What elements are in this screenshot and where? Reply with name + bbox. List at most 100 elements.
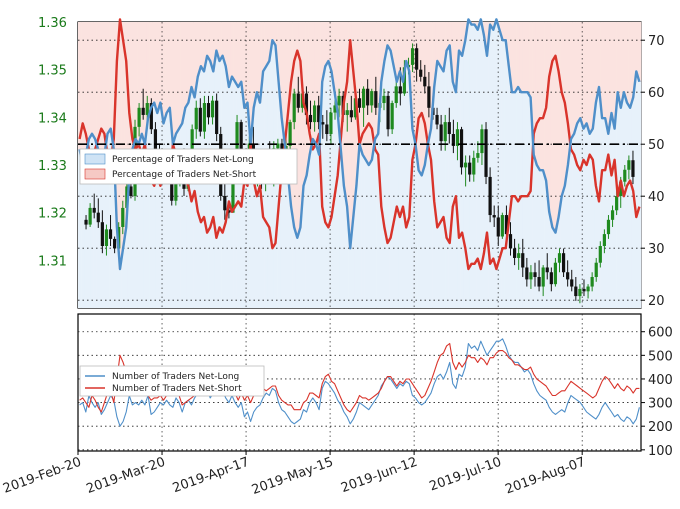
net-long-band [634,71,639,309]
net-short-band [373,22,377,139]
net-long-band [423,165,427,308]
candle-body [308,114,313,123]
net-short-band [501,22,505,41]
candle-body [337,95,341,106]
net-long-band [242,107,247,308]
net-long-band [637,81,642,308]
net-short-band [407,22,412,72]
net-short-band [140,22,144,134]
candle-body [459,129,464,168]
net-short-band [606,22,611,134]
net-short-band [149,22,153,108]
net-long-band [105,133,110,308]
net-long-band [202,71,206,309]
net-short-band [258,22,262,103]
net-short-band [361,22,365,155]
candle-body [313,105,317,123]
net-short-band [311,22,315,139]
net-long-band [522,92,527,308]
net-short-band [417,22,421,171]
net-short-band [401,22,405,82]
net-short-band [525,22,530,93]
net-long-band [267,61,272,308]
net-long-band [264,66,269,308]
candle-body [149,103,153,130]
net-short-band [295,22,300,238]
candle-body [451,134,455,146]
net-short-band [227,22,231,87]
net-long-band [354,185,359,308]
candle-body [476,153,480,158]
net-short-band [613,22,617,129]
candle-body [549,272,553,285]
candle-body [141,107,145,115]
net-long-band [491,29,496,309]
net-long-band [476,29,480,309]
net-short-band [283,22,287,145]
candle-body [366,88,370,106]
price-tick-label: 1.35 [38,64,67,79]
net-short-band [273,22,278,46]
pct-tick-label: 20 [648,294,665,309]
net-short-band [221,22,225,56]
net-short-band [616,22,620,93]
net-short-band [270,22,275,41]
net-long-band [445,50,449,308]
net-long-band [146,118,150,308]
count-tick-label: 300 [648,397,673,412]
top-legend: Percentage of Traders Net-Long Percentag… [79,148,298,185]
net-long-band [460,55,465,308]
net-long-band [560,196,564,308]
net-long-band [613,128,617,308]
net-short-band [286,22,290,176]
legend-swatch-net-long [84,153,106,165]
net-short-band [513,22,517,93]
net-long-band [367,165,371,308]
net-short-band [112,22,116,150]
pct-tick-label: 70 [648,34,665,49]
net-long-band [429,128,433,308]
candle-body [321,122,325,125]
net-short-band [308,22,312,155]
net-short-band [115,22,119,228]
net-short-band [628,22,632,108]
net-short-band [457,22,461,51]
date-axis: 2019-Feb-20 2019-Mar-20 2019-Apr-172019-Ma… [1,451,588,498]
net-long-band [578,118,583,308]
net-short-band [553,22,558,233]
pct-tick-label: 40 [648,190,665,205]
candle-body [210,100,215,118]
top-legend-box [79,148,298,185]
candle-body [598,246,602,263]
date-tick-label: 2019-Apr-17 [171,455,252,497]
net-short-band [102,22,107,155]
net-short-band [413,22,418,145]
net-long-band [469,24,474,308]
net-short-band [420,22,424,176]
net-long-band [180,123,185,309]
net-short-band [376,22,381,134]
net-short-band [137,22,141,145]
net-long-band [236,87,241,308]
net-long-band [171,144,175,308]
count-axis: 100 200 300 400 500 600 [641,326,673,459]
net-short-band [264,22,269,67]
price-tick-label: 1.32 [38,207,67,222]
net-long-band [183,107,188,308]
net-long-band [572,133,576,308]
date-tick-label: 2019-Jun-12 [339,455,419,496]
net-long-band [566,165,570,308]
net-long-band [544,180,548,308]
net-long-band [258,102,262,308]
net-long-band [603,118,608,308]
net-short-band [230,22,234,77]
candle-body [92,207,96,213]
net-long-band [140,133,144,308]
net-short-band [196,22,200,77]
net-short-band [146,22,150,119]
candle-body [370,91,374,106]
net-long-band [585,123,589,309]
net-short-band [597,22,601,87]
net-short-band [382,22,387,61]
net-short-band [426,22,430,145]
